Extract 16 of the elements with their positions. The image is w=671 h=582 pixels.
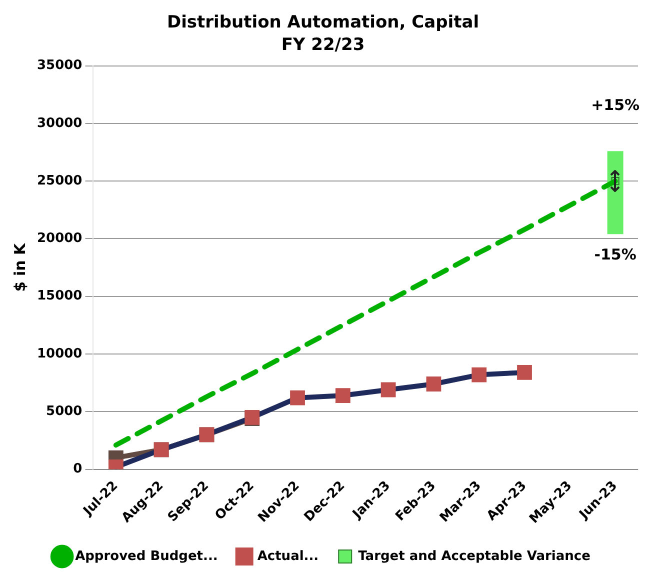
y-tick-label: 35000 [36,58,82,74]
legend-label: Approved Budget... [75,548,218,564]
y-tick-label: 10000 [36,346,82,362]
y-tick-label: 0 [73,462,82,477]
y-tick-label: 15000 [36,288,82,304]
y-tick-label: 25000 [36,173,82,188]
y-tick-label: 20000 [36,231,82,246]
y-axis-title: $ in K [10,242,29,292]
legend-label: Actual... [257,548,319,564]
y-tick-label: 30000 [36,116,82,131]
chart-title: Distribution Automation, Capital [166,12,480,33]
annotation: -15% [594,245,636,264]
legend-label: Target and Acceptable Variance [358,548,591,564]
chart-subtitle: FY 22/23 [281,35,365,56]
annotation: +15% [591,96,640,114]
y-tick-label: 5000 [46,404,82,420]
